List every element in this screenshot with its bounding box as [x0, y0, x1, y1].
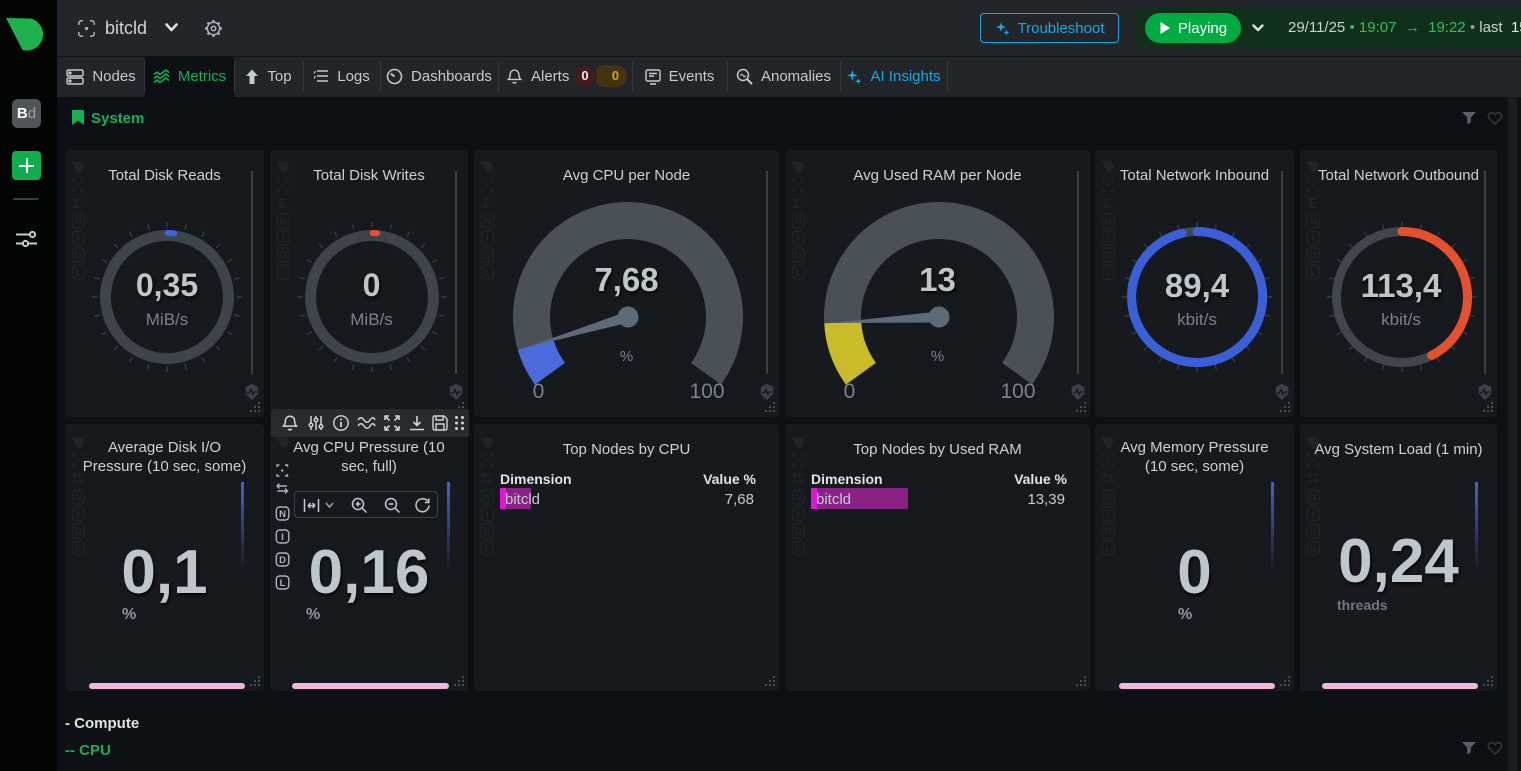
- svg-text:I: I: [281, 532, 284, 543]
- svg-text:N: N: [279, 509, 286, 520]
- svg-text:L: L: [280, 578, 286, 589]
- svg-text:D: D: [279, 555, 286, 566]
